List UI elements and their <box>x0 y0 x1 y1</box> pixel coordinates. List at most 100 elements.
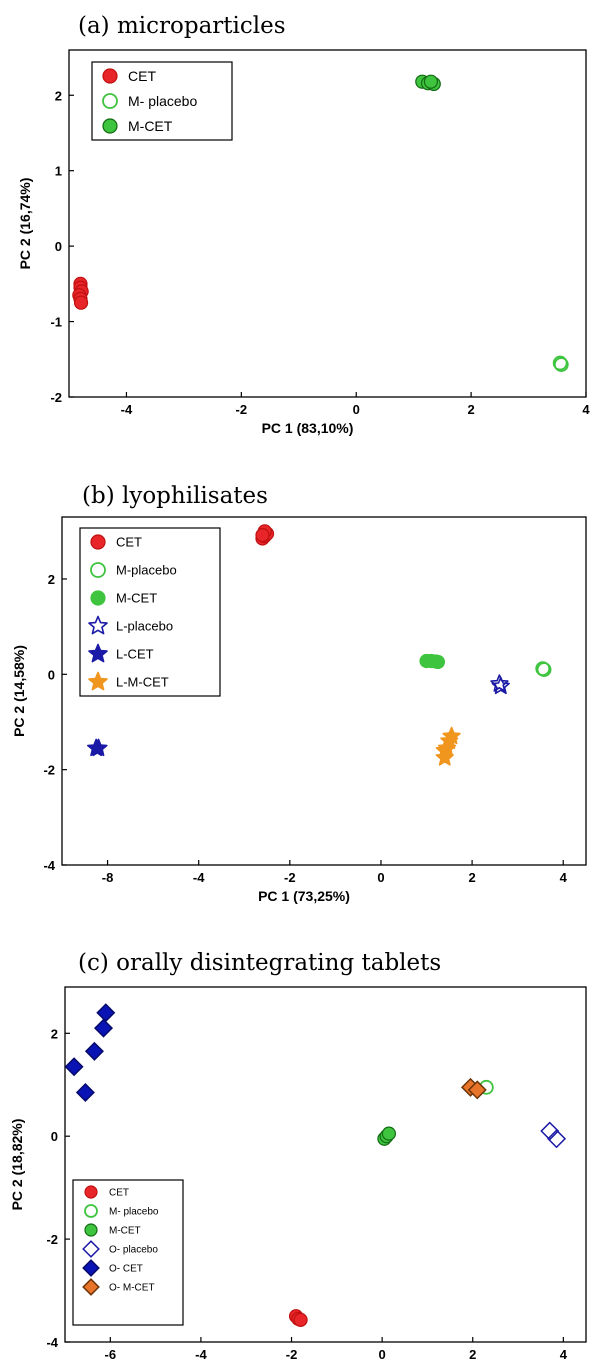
x-tick-label: -8 <box>102 870 114 885</box>
x-tick-label: -4 <box>121 402 133 417</box>
legend-marker <box>102 68 118 84</box>
panel-lyophilisates: (b) lyophilisates -8 -4 -2 0 2 4 -4 -2 0 2 PC 1 (73… <box>11 483 587 904</box>
y-tick-label: -4 <box>46 1335 58 1350</box>
data-point <box>255 528 270 543</box>
y-tick-label: 2 <box>51 1026 58 1041</box>
series-cet <box>288 1309 308 1327</box>
x-tick-label: -4 <box>195 1347 207 1362</box>
x-tick-label: 0 <box>379 1347 386 1362</box>
legend-marker <box>82 1278 100 1296</box>
x-axis-label: PC 1 (73,25%) <box>258 888 350 904</box>
y-tick-label: -2 <box>50 390 62 405</box>
data-point <box>84 1041 104 1061</box>
legend-marker <box>102 93 118 109</box>
series-m-cet <box>419 653 446 670</box>
legend-marker <box>102 118 118 134</box>
y-tick-label: -4 <box>43 858 55 873</box>
series-o-m-cet <box>460 1077 487 1100</box>
y-tick-label: 1 <box>55 164 62 179</box>
plot-frame <box>61 516 587 866</box>
series-m-cet <box>377 1126 397 1146</box>
legend-label: L-placebo <box>116 619 173 634</box>
x-tick-label: -2 <box>236 402 248 417</box>
legend-marker <box>82 1240 100 1258</box>
data-point <box>467 1080 487 1100</box>
series-m-placebo <box>552 355 569 372</box>
legend-label: O- CET <box>109 1264 143 1275</box>
legend-marker <box>90 534 106 550</box>
legend-label: L-CET <box>116 647 154 662</box>
data-point <box>93 1018 114 1038</box>
legend-label: M- placebo <box>128 93 197 109</box>
x-tick-label: 4 <box>582 402 590 417</box>
data-point <box>73 295 89 310</box>
series-l-cet <box>87 738 108 757</box>
legend-label: O- placebo <box>109 1245 158 1256</box>
series-o-placebo <box>540 1121 567 1149</box>
data-point <box>536 662 552 677</box>
legend-marker <box>88 671 108 691</box>
legend: CET M- placebo M-CET <box>91 61 233 141</box>
data-point <box>96 1003 116 1023</box>
series-o-cet <box>64 1003 116 1102</box>
legend: CET M- placebo M-CET O- placebo O- CET O- M-C… <box>72 1179 184 1326</box>
y-tick-label: 0 <box>48 667 55 682</box>
data-point <box>552 355 568 371</box>
data-point <box>381 1126 397 1141</box>
legend-label: M-CET <box>128 118 173 134</box>
legend-marker <box>82 1259 100 1277</box>
data-point <box>430 654 446 670</box>
y-axis-label: PC 2 (14,58%) <box>11 645 27 737</box>
x-tick-label: 2 <box>469 1347 476 1362</box>
data-point <box>87 738 106 757</box>
plot-frame <box>68 49 587 398</box>
legend-box <box>79 527 221 697</box>
x-tick-label: -4 <box>193 870 205 885</box>
panel-title: (b) lyophilisates <box>82 483 268 509</box>
legend-marker <box>90 590 106 606</box>
legend-marker <box>84 1223 98 1237</box>
series-m-placebo <box>535 661 552 677</box>
y-tick-label: 2 <box>48 572 55 587</box>
x-tick-label: 2 <box>467 402 474 417</box>
data-point <box>553 357 569 372</box>
data-point <box>442 726 461 745</box>
x-tick-label: 0 <box>377 870 384 885</box>
plot-frame <box>64 986 587 1343</box>
x-tick-label: -6 <box>105 1347 117 1362</box>
x-tick-label: -2 <box>286 1347 298 1362</box>
data-point <box>75 1082 95 1102</box>
legend-label: M- placebo <box>109 1207 159 1218</box>
x-tick-label: 4 <box>560 870 568 885</box>
legend-marker <box>88 615 108 635</box>
series-l-m-cet <box>435 726 461 766</box>
data-point <box>491 676 510 695</box>
x-tick-label: 0 <box>353 402 360 417</box>
legend-label: M-placebo <box>116 563 177 578</box>
y-tick-label: -2 <box>46 1232 58 1247</box>
data-point <box>64 1057 84 1077</box>
data-point <box>490 674 509 692</box>
y-tick-label: -2 <box>43 763 55 778</box>
data-point <box>435 741 454 759</box>
y-axis-label: PC 2 (16,74%) <box>17 178 33 270</box>
data-point <box>547 1129 567 1149</box>
legend-label: M-CET <box>116 591 157 606</box>
legend-marker <box>84 1204 98 1218</box>
y-tick-label: 2 <box>55 88 62 103</box>
x-axis-label: PC 1 (83,10%) <box>262 420 354 436</box>
y-axis-label: PC 2 (18,82%) <box>9 1119 25 1211</box>
legend-label: CET <box>128 68 156 84</box>
panel-title: (c) orally disintegrating tablets <box>78 950 441 976</box>
panel-orally-disintegrating-tablets: (c) orally disintegrating tablets -6 -4 -2 0… <box>9 950 587 1366</box>
y-tick-label: -1 <box>50 315 62 330</box>
panel-microparticles: (a) microparticles -4 -2 0 2 4 -2 -1 0 1 2 PC 1 (83… <box>17 13 590 436</box>
legend-label: CET <box>116 535 142 550</box>
panel-title: (a) microparticles <box>78 13 286 39</box>
legend: CET M-placebo M-CET L-placebo L-CET L-M-CET <box>79 527 221 697</box>
legend-marker <box>88 643 108 663</box>
series-m-cet <box>415 74 441 92</box>
x-tick-label: 2 <box>468 870 475 885</box>
legend-label: M-CET <box>109 1226 141 1237</box>
